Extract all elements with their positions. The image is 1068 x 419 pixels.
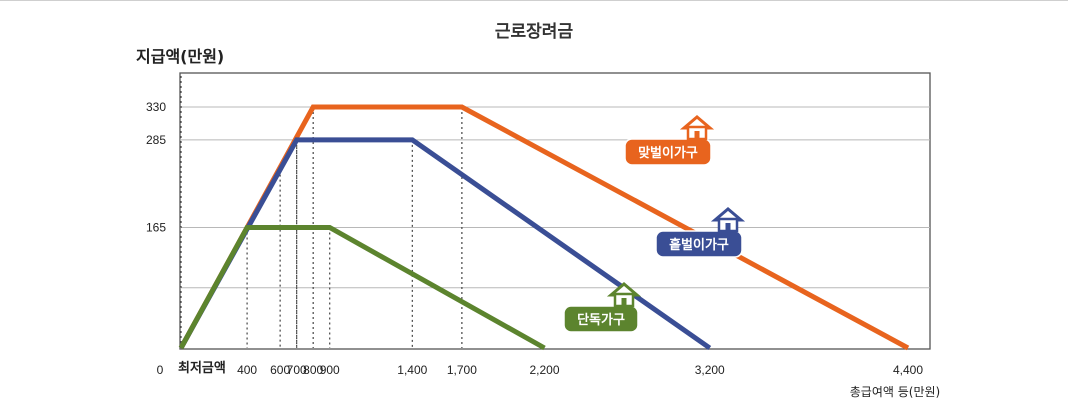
badge-box: [624, 138, 712, 166]
y-axis-label: 지급액(만원): [136, 47, 224, 66]
x-axis-label: 총급여액 등(만원): [850, 385, 940, 399]
series-lines: [178, 104, 910, 351]
breakpoint-guides: [180, 76, 463, 348]
x-tick-label: 600: [270, 363, 290, 377]
y-tick-label: 285: [146, 133, 166, 147]
top-rule: [0, 0, 1068, 1]
x-tick-label: 400: [237, 363, 257, 377]
series-badge: 맞벌이가구: [624, 115, 715, 166]
series-line: [178, 225, 546, 351]
badge-label: 단독가구: [577, 312, 625, 328]
house-door: [621, 298, 627, 305]
badge-label: 홑벌이가구: [669, 237, 729, 253]
x-tick-label: 1,700: [447, 363, 477, 377]
x-zero-label: 최저금액: [178, 361, 226, 376]
x-tick-label: 900: [320, 363, 340, 377]
x-tick-label: 800: [303, 363, 323, 377]
x-tick-label: 1,400: [397, 363, 427, 377]
origin-label: 0: [157, 363, 164, 377]
x-tick-label: 4,400: [893, 363, 923, 377]
house-door: [725, 223, 731, 230]
house-icon: [606, 282, 642, 308]
house-icon: [679, 115, 715, 141]
house-icon: [710, 207, 746, 233]
series-badge: 홑벌이가구: [655, 207, 746, 258]
chart-title: 근로장려금: [495, 22, 574, 42]
y-tick-label: 165: [146, 221, 166, 235]
badge-label: 맞벌이가구: [638, 145, 698, 161]
x-tick-label: 700: [287, 363, 307, 377]
plot-frame: [179, 72, 931, 350]
x-tick-label: 2,200: [529, 363, 559, 377]
x-tick-label: 3,200: [695, 363, 725, 377]
y-tick-label: 330: [146, 100, 166, 114]
badge-box: [563, 305, 639, 333]
house-door: [694, 131, 700, 138]
series-badge: 단독가구: [563, 282, 642, 333]
grid-lines: [180, 106, 930, 289]
badge-box: [655, 230, 743, 258]
